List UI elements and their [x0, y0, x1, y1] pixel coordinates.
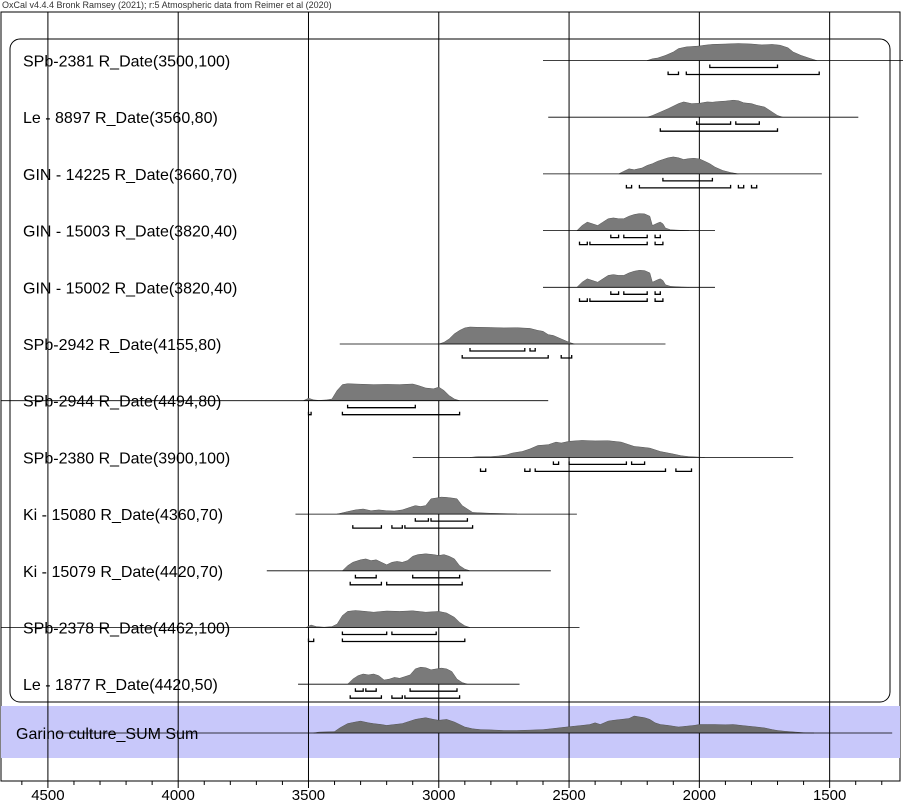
series-11-range95-1 [391, 695, 403, 699]
series-9-label: Ki - 15079 R_Date(4420,70) [23, 564, 223, 581]
series-10-range95-0 [307, 638, 315, 643]
series-1-range68-0 [696, 121, 732, 125]
series-9-range95-1 [386, 581, 463, 586]
plot-frame [0, 11, 901, 782]
series-7-range68-1 [568, 461, 628, 466]
series-6-range95-0 [307, 411, 312, 416]
series-2-label: GIN - 14225 R_Date(3660,70) [23, 167, 237, 184]
series-7-range68-0 [552, 461, 560, 466]
sum-distribution [313, 715, 815, 734]
series-4-range68-0 [610, 291, 620, 295]
series-9-range95-0 [349, 581, 383, 586]
series-11-range95-0 [349, 695, 383, 699]
series-7-range68-2 [630, 461, 646, 466]
series-4-range95-2 [654, 298, 664, 302]
series-2-range95-2 [737, 184, 745, 189]
series-3-range68-1 [623, 234, 648, 239]
series-11-range68-0 [354, 688, 364, 692]
series-0-range95-1 [685, 71, 820, 76]
series-10-range68-0 [341, 631, 388, 636]
series-1-distribution [647, 99, 783, 118]
series-8-range95-2 [404, 525, 474, 529]
series-2-distribution [618, 156, 739, 175]
series-8-range68-1 [430, 518, 469, 522]
sum-label: Garino culture_SUM Sum [16, 726, 198, 743]
x-tick-label-3500: 3500 [292, 787, 325, 803]
series-6-range95-1 [341, 411, 461, 416]
series-7-label: SPb-2380 R_Date(3900,100) [23, 450, 230, 467]
gridlines [47, 12, 831, 781]
series-6-distribution [303, 383, 460, 401]
series-3-label: GIN - 15003 R_Date(3820,40) [23, 224, 237, 241]
series-3-range68-0 [610, 234, 620, 239]
x-tick-label-4000: 4000 [162, 787, 195, 803]
x-axis: 4500 4000 3500 3000 2500 2000 1500 [21, 781, 883, 803]
series-2-range68-0 [662, 177, 714, 182]
series-10-distribution [305, 610, 471, 628]
series-4-range68-1 [623, 291, 648, 295]
series-5-range68-0 [469, 348, 526, 352]
series-5-label: SPb-2942 R_Date(4155,80) [23, 337, 221, 354]
series-1-range68-1 [735, 121, 760, 125]
series-11-range68-2 [409, 688, 458, 692]
series-7-range95-1 [524, 468, 531, 473]
series-11-distribution [346, 666, 468, 685]
series-5-distribution [438, 326, 575, 345]
series-7-range95-2 [534, 468, 667, 473]
x-tick-label-1500: 1500 [813, 787, 846, 803]
series-4-range68-2 [654, 291, 661, 295]
series-7-range95-0 [479, 468, 487, 473]
series-0-range95-0 [667, 71, 680, 76]
series-4-label: GIN - 15002 R_Date(3820,40) [23, 280, 237, 297]
x-tick-label-3000: 3000 [422, 787, 455, 803]
series-7-range95-3 [675, 468, 693, 473]
series-3-range95-1 [589, 241, 648, 246]
series-4-range95-1 [589, 298, 648, 302]
series-0-distribution [647, 43, 817, 61]
distributions-layer: SPb-2381 R_Date(3500,100) Le - 8897 R_Dat… [1, 43, 903, 743]
series-11-range95-2 [404, 695, 461, 699]
series-9-range68-0 [354, 574, 377, 579]
series-5-range95-0 [461, 355, 549, 359]
software-credit-header: OxCal v4.4.4 Bronk Ramsey (2021); r:5 At… [2, 0, 332, 10]
inner-rounded-frame [9, 38, 891, 703]
series-10-range95-1 [341, 638, 466, 643]
series-9-range68-1 [412, 574, 461, 579]
series-2-range95-1 [638, 184, 732, 189]
series-6-range68-0 [346, 404, 416, 409]
series-4-range95-0 [578, 298, 588, 302]
x-tick-label-2500: 2500 [552, 787, 585, 803]
series-8-range68-0 [414, 518, 430, 522]
x-tick-label-2000: 2000 [683, 787, 716, 803]
series-4-distribution [576, 270, 689, 288]
series-2-range95-3 [750, 184, 758, 189]
series-7-distribution [469, 440, 705, 458]
series-1-label: Le - 8897 R_Date(3560,80) [23, 110, 218, 127]
x-tick-label-4500: 4500 [31, 787, 64, 803]
series-6-label: SPb-2944 R_Date(4494,80) [23, 394, 221, 411]
series-10-range68-1 [391, 631, 437, 636]
series-0-range68-0 [709, 64, 779, 69]
series-8-label: Ki - 15080 R_Date(4360,70) [23, 507, 223, 524]
series-9-distribution [341, 553, 471, 572]
series-10-label: SPb-2378 R_Date(4462,100) [23, 621, 230, 638]
series-3-distribution [576, 213, 689, 231]
series-8-distribution [337, 496, 517, 515]
series-3-range95-2 [654, 241, 664, 246]
series-11-label: Le - 1877 R_Date(4420,50) [23, 677, 218, 694]
series-5-range68-1 [529, 348, 536, 352]
series-3-range68-2 [654, 234, 661, 239]
series-1-range95-0 [659, 128, 779, 132]
series-0-label: SPb-2381 R_Date(3500,100) [23, 54, 230, 71]
series-8-range95-1 [391, 525, 403, 529]
series-11-range68-1 [365, 688, 377, 692]
series-3-range95-0 [578, 241, 588, 246]
series-2-range95-0 [625, 184, 633, 189]
series-5-range95-1 [560, 355, 573, 359]
series-8-range95-0 [352, 525, 383, 529]
